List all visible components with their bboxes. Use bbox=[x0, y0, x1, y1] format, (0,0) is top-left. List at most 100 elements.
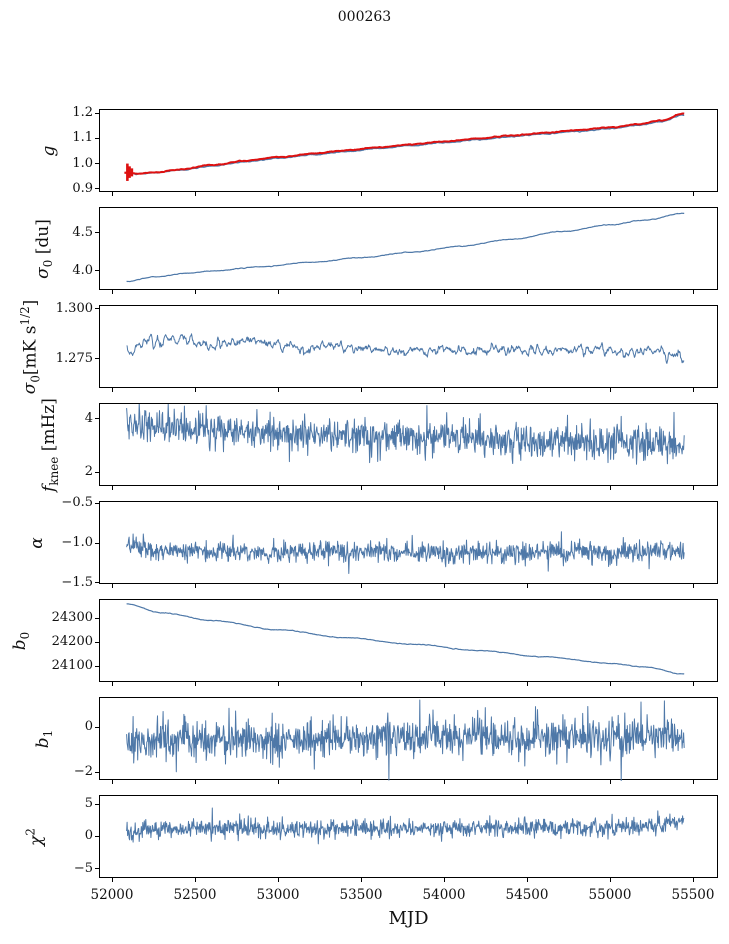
x-tick bbox=[444, 682, 445, 686]
subplot-b1 bbox=[99, 697, 718, 781]
plot-area-fknee bbox=[126, 404, 685, 465]
y-tick bbox=[95, 232, 99, 233]
y-axis-label-sigma0-mks: σ0[mK s1/2] bbox=[17, 299, 43, 395]
y-tick-label: 1.1 bbox=[72, 130, 93, 145]
y-tick-label: 1.0 bbox=[72, 156, 93, 171]
y-tick bbox=[95, 618, 99, 619]
x-tick bbox=[693, 192, 694, 196]
plot-area-sigma0-mks bbox=[126, 333, 685, 364]
y-tick-label: 2 bbox=[84, 464, 93, 479]
x-tick-label: 54500 bbox=[505, 887, 549, 903]
subplot-sigma0-mks bbox=[99, 305, 718, 388]
y-tick-label: 1.275 bbox=[55, 351, 93, 366]
x-tick bbox=[444, 584, 445, 588]
x-tick-label: 52500 bbox=[173, 887, 217, 903]
x-tick bbox=[693, 780, 694, 784]
x-tick bbox=[610, 584, 611, 588]
x-tick bbox=[693, 878, 694, 882]
y-tick bbox=[95, 868, 99, 869]
x-tick bbox=[195, 192, 196, 196]
y-tick bbox=[95, 836, 99, 837]
plot-area-chi2 bbox=[126, 807, 685, 845]
y-tick bbox=[95, 418, 99, 419]
x-tick bbox=[195, 584, 196, 588]
y-tick-label: 24200 bbox=[51, 634, 93, 649]
x-tick bbox=[693, 290, 694, 294]
y-tick bbox=[95, 543, 99, 544]
x-tick bbox=[361, 486, 362, 490]
y-axis-label-fknee: fknee [mHz] bbox=[38, 398, 62, 492]
subplot-g bbox=[99, 109, 718, 192]
x-tick bbox=[693, 388, 694, 392]
x-tick bbox=[278, 290, 279, 294]
y-tick-label: 1.300 bbox=[55, 301, 93, 316]
x-tick bbox=[610, 192, 611, 196]
subplot-sigma0-du bbox=[99, 207, 718, 290]
x-tick bbox=[527, 192, 528, 196]
y-tick bbox=[95, 582, 99, 583]
x-tick bbox=[278, 388, 279, 392]
y-axis-label-chi2: χ2 bbox=[23, 828, 47, 846]
y-tick-label: 0.9 bbox=[72, 181, 93, 196]
x-tick-label: 55000 bbox=[588, 887, 632, 903]
x-tick bbox=[527, 290, 528, 294]
subplot-b0 bbox=[99, 599, 718, 682]
x-tick bbox=[361, 584, 362, 588]
y-tick bbox=[95, 727, 99, 728]
x-tick bbox=[361, 780, 362, 784]
x-tick bbox=[361, 682, 362, 686]
x-tick bbox=[278, 878, 279, 882]
x-tick bbox=[361, 192, 362, 196]
x-tick bbox=[112, 192, 113, 196]
plot-area-g bbox=[124, 112, 685, 181]
y-tick-label: 24300 bbox=[51, 610, 93, 625]
y-axis-label-sigma0-du: σ0 [du] bbox=[32, 219, 56, 279]
b1-line bbox=[126, 699, 685, 781]
y-tick-label: −0.5 bbox=[61, 495, 93, 510]
y-tick-label: 0 bbox=[84, 828, 93, 843]
y-axis-label-b1: b1 bbox=[32, 729, 56, 749]
x-tick bbox=[112, 290, 113, 294]
x-tick bbox=[112, 388, 113, 392]
y-tick bbox=[95, 308, 99, 309]
x-tick bbox=[610, 290, 611, 294]
y-tick bbox=[95, 163, 99, 164]
x-tick bbox=[444, 192, 445, 196]
x-tick-label: 55500 bbox=[671, 887, 715, 903]
sigma0-du-line bbox=[126, 212, 685, 283]
x-tick bbox=[195, 682, 196, 686]
y-tick bbox=[95, 772, 99, 773]
subplot-fknee bbox=[99, 403, 718, 486]
b0-line bbox=[126, 603, 685, 675]
y-tick-label: 4.5 bbox=[72, 225, 93, 240]
y-tick-label: −5 bbox=[73, 861, 93, 876]
y-tick bbox=[95, 642, 99, 643]
x-tick bbox=[195, 780, 196, 784]
chi2-line bbox=[126, 807, 685, 845]
x-tick bbox=[610, 486, 611, 490]
y-tick-label: 1.2 bbox=[72, 105, 93, 120]
x-tick bbox=[693, 486, 694, 490]
x-tick bbox=[361, 878, 362, 882]
y-tick-label: 0 bbox=[84, 719, 93, 734]
x-tick bbox=[610, 780, 611, 784]
x-tick bbox=[444, 486, 445, 490]
x-tick bbox=[527, 486, 528, 490]
x-tick-label: 53000 bbox=[256, 887, 300, 903]
plot-area-sigma0-du bbox=[126, 212, 685, 283]
gain-overlay-red bbox=[125, 112, 685, 175]
x-tick bbox=[527, 780, 528, 784]
y-tick bbox=[95, 358, 99, 359]
fknee-line bbox=[126, 404, 685, 465]
y-tick-label: 5 bbox=[84, 796, 93, 811]
x-tick bbox=[112, 682, 113, 686]
subplot-alpha bbox=[99, 501, 718, 584]
x-tick bbox=[444, 388, 445, 392]
plot-area-b0 bbox=[126, 603, 685, 675]
plot-title: 000263 bbox=[337, 9, 392, 25]
x-tick bbox=[610, 682, 611, 686]
plot-area-alpha bbox=[126, 531, 685, 575]
sigma0-mks-line bbox=[126, 333, 685, 364]
x-tick bbox=[444, 290, 445, 294]
y-tick bbox=[95, 804, 99, 805]
